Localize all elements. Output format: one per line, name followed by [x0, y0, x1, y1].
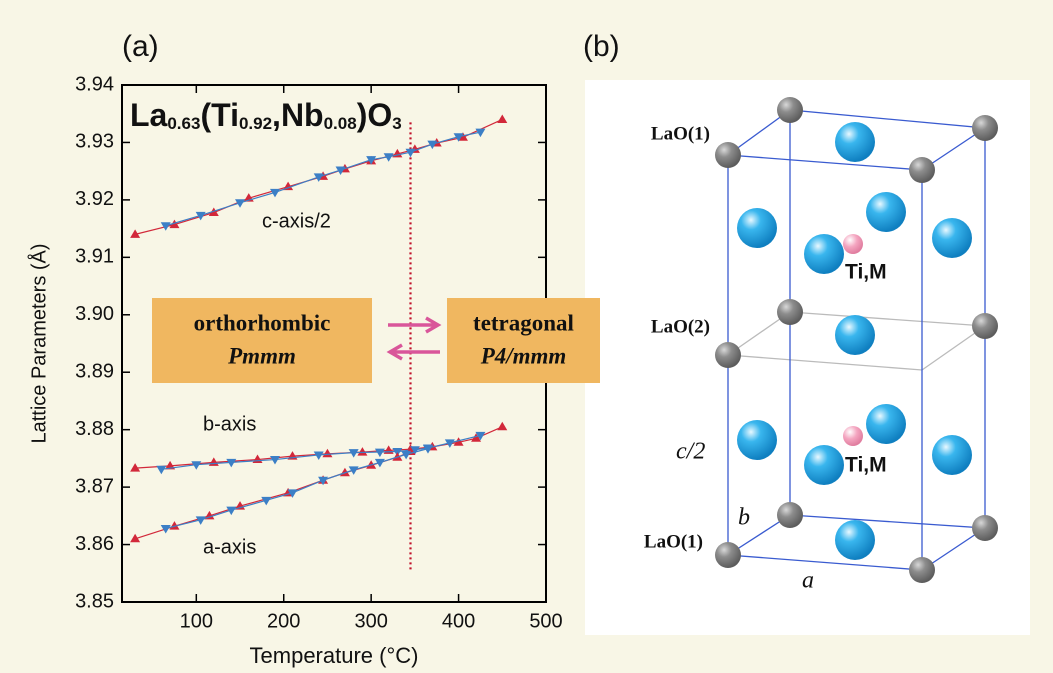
ti-atom	[843, 234, 863, 254]
axis-annotation: c-axis/2	[262, 210, 331, 232]
y-tick-label: 3.91	[75, 246, 114, 268]
panel-label: (a)	[122, 30, 159, 63]
axis-label: b	[738, 505, 750, 531]
la-o-atom	[715, 142, 741, 168]
formula-subscript: 3	[392, 114, 401, 133]
y-tick-label: 3.89	[75, 361, 114, 383]
formula-part: ,Nb	[272, 97, 324, 133]
formula-subscript: 0.63	[167, 114, 200, 133]
o-atom	[932, 435, 972, 475]
layer-label: LaO(2)	[651, 316, 710, 337]
x-tick-label: 300	[354, 610, 387, 632]
o-atom	[804, 234, 844, 274]
la-o-atom	[909, 157, 935, 183]
y-axis-label: Lattice Parameters (Å)	[27, 243, 50, 443]
y-tick-label: 3.87	[75, 475, 114, 497]
la-o-atom	[715, 542, 741, 568]
o-atom	[866, 404, 906, 444]
y-tick-label: 3.86	[75, 533, 114, 555]
formula-part: (Ti	[200, 97, 239, 133]
formula-subscript: 0.08	[324, 114, 357, 133]
phase-group: P4/mmm	[480, 343, 567, 368]
o-atom	[737, 208, 777, 248]
x-tick-label: 100	[180, 610, 213, 632]
axis-label: c/2	[676, 439, 705, 465]
phase-name: tetragonal	[473, 310, 574, 335]
la-o-atom	[715, 342, 741, 368]
y-tick-label: 3.88	[75, 418, 114, 440]
page: {"chart_data": {"type": "line", "panel_l…	[0, 0, 1053, 673]
la-o-atom	[972, 115, 998, 141]
site-label: Ti,M	[845, 454, 887, 477]
formula-part: )O	[357, 97, 393, 133]
panel-b-label: (b)	[583, 30, 620, 63]
o-atom	[835, 122, 875, 162]
la-o-atom	[972, 515, 998, 541]
x-tick-label: 500	[529, 610, 562, 632]
o-atom	[804, 445, 844, 485]
y-tick-label: 3.85	[75, 590, 114, 612]
o-atom	[932, 218, 972, 258]
x-tick-label: 200	[267, 610, 300, 632]
layer-label: LaO(1)	[651, 123, 710, 144]
figure: (b) LaO(1) LaO(2) LaO(1) Ti,M Ti,M c/2 b…	[0, 0, 1053, 673]
o-atom	[866, 192, 906, 232]
x-tick-label: 400	[442, 610, 475, 632]
la-o-atom	[972, 313, 998, 339]
la-o-atom	[777, 299, 803, 325]
o-atom	[737, 420, 777, 460]
la-o-atom	[777, 97, 803, 123]
formula-subscript: 0.92	[239, 114, 272, 133]
ti-atom	[843, 426, 863, 446]
layer-label: LaO(1)	[644, 531, 703, 552]
la-o-atom	[909, 557, 935, 583]
y-tick-label: 3.92	[75, 188, 114, 210]
y-tick-label: 3.93	[75, 131, 114, 153]
y-tick-label: 3.90	[75, 303, 114, 325]
axis-annotation: a-axis	[203, 536, 256, 558]
y-tick-label: 3.94	[75, 73, 114, 95]
phase-group: Pmmm	[227, 343, 296, 368]
la-o-atom	[777, 502, 803, 528]
site-label: Ti,M	[845, 261, 887, 284]
axis-label: a	[802, 568, 814, 594]
o-atom	[835, 520, 875, 560]
o-atom	[835, 315, 875, 355]
x-axis-label: Temperature (°C)	[250, 643, 419, 668]
axis-annotation: b-axis	[203, 413, 256, 435]
formula-part: La	[130, 97, 168, 133]
phase-name: orthorhombic	[194, 310, 331, 335]
